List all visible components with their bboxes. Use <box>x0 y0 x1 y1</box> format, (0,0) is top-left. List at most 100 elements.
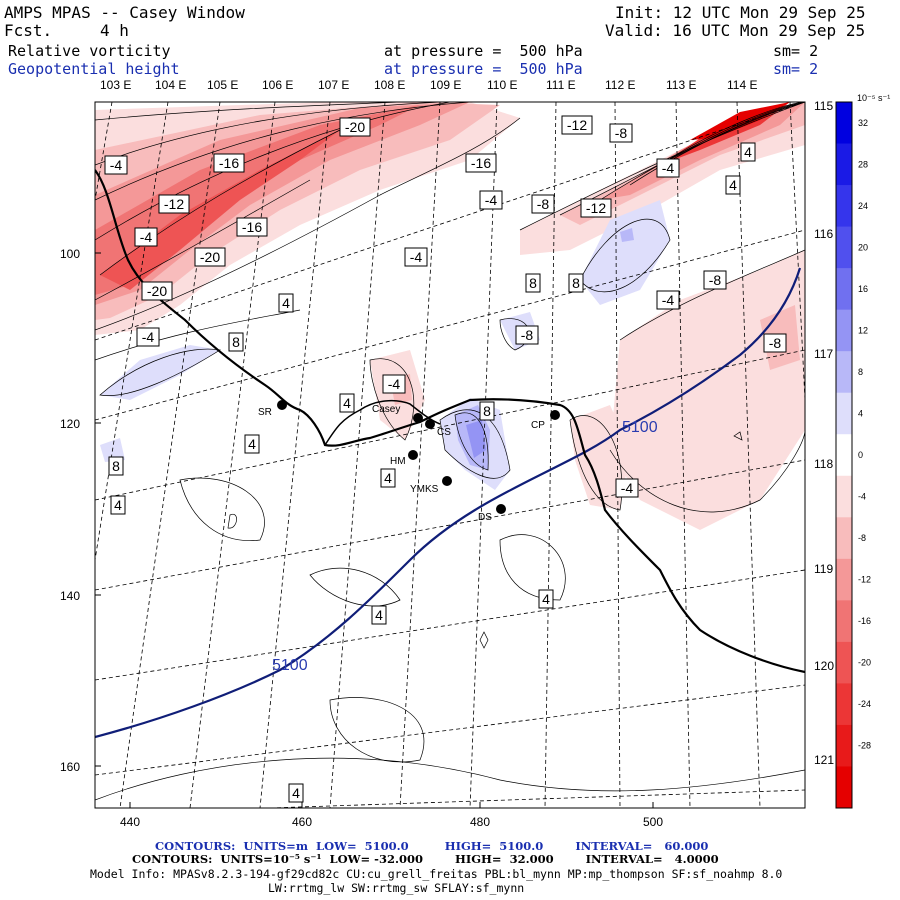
vorticity-label-text: -20 <box>345 119 365 135</box>
field2-name: Geopotential height <box>8 60 180 78</box>
y-axis-label: 160 <box>60 760 80 774</box>
x-axis-label: 480 <box>470 815 490 829</box>
vorticity-label-text: -4 <box>485 192 498 208</box>
colorbar-swatch <box>836 434 852 477</box>
station-dot-sr <box>277 400 287 410</box>
vorticity-contour-label: -12 <box>580 198 612 218</box>
lon-label: 113 E <box>666 78 696 92</box>
vorticity-contour-label: -8 <box>703 270 727 290</box>
vorticity-label-text: -4 <box>388 376 401 392</box>
vorticity-label-text: -4 <box>140 229 153 245</box>
station-dot-hm <box>408 450 418 460</box>
colorbar-tick-label: -4 <box>858 492 866 502</box>
vorticity-label-text: 4 <box>375 607 383 623</box>
bottom-axis-labels: 440 460 480 500 <box>120 815 663 829</box>
vorticity-contour-label: -8 <box>515 325 539 345</box>
lon-label: 110 E <box>487 78 517 92</box>
vorticity-label-text: -4 <box>621 480 634 496</box>
lon-label: 105 E <box>207 78 238 92</box>
vorticity-label-text: 4 <box>384 470 392 486</box>
vorticity-label-text: -12 <box>586 200 606 216</box>
vorticity-label-text: -8 <box>769 335 782 351</box>
lon-label: 106 E <box>262 78 293 92</box>
height-contour-label: 5100 <box>622 419 658 436</box>
colorbar-swatch <box>836 185 852 228</box>
vorticity-label-text: 4 <box>114 497 122 513</box>
plot-area: 5100 5100 SR Casey CS HM YMKS DS CP -20-… <box>95 102 805 808</box>
vorticity-label-text: 8 <box>483 403 491 419</box>
colorbar-swatch <box>836 392 852 435</box>
station-dot-ymks <box>442 476 452 486</box>
field2-smoothing: sm= 2 <box>773 60 819 78</box>
vorticity-label-text: 8 <box>112 458 120 474</box>
x-axis-label: 500 <box>643 815 663 829</box>
plot-frame <box>94 101 806 809</box>
colorbar-swatch <box>836 102 852 145</box>
colorbar-frame <box>835 101 853 809</box>
vorticity-label-text: -4 <box>662 292 675 308</box>
vorticity-contour-label: 4 <box>380 468 396 488</box>
vorticity-colorbar: 10⁻⁵ s⁻¹ 32 28 24 20 16 12 8 4 0 -4 -8 -12 -16 -20 -24… <box>835 93 890 809</box>
vorticity-contour-label: -8 <box>531 194 555 214</box>
y-axis-label: 140 <box>60 589 80 603</box>
valid-time: Valid: 16 UTC Mon 29 Sep 25 <box>605 21 866 40</box>
vorticity-label-text: -8 <box>521 327 534 343</box>
station-label: CP <box>531 420 545 431</box>
vorticity-contour-label: -4 <box>136 327 160 347</box>
station-label: CS <box>437 427 451 438</box>
geopotential-5100-contour <box>95 267 802 739</box>
lon-label: 103 E <box>100 78 131 92</box>
vorticity-contour-label: 4 <box>244 434 260 454</box>
station-labels: SR Casey CS HM YMKS DS CP <box>258 404 545 523</box>
vorticity-contour-label: 4 <box>110 495 126 515</box>
station-label: YMKS <box>410 484 439 495</box>
vorticity-label-text: 4 <box>282 295 290 311</box>
vorticity-contour-label: -4 <box>615 478 639 498</box>
colorbar-unit: 10⁻⁵ s⁻¹ <box>857 93 890 103</box>
vorticity-contour-label: -4 <box>656 290 680 310</box>
colorbar-tick-label: 16 <box>858 284 868 294</box>
vorticity-contour-label: 8 <box>568 273 584 293</box>
field1-smoothing: sm= 2 <box>773 42 819 60</box>
x-axis-label: 440 <box>120 815 140 829</box>
colorbar-swatch <box>836 558 852 601</box>
vorticity-contour-label: -12 <box>561 115 593 135</box>
vorticity-contour-label: 8 <box>108 456 124 476</box>
station-label: SR <box>258 407 272 418</box>
station-label: DS <box>478 512 492 523</box>
colorbar-tick-label: 8 <box>858 367 863 377</box>
vorticity-contour-label: 4 <box>288 783 304 803</box>
vorticity-contour-info: CONTOURS: UNITS=10⁻⁵ s⁻¹ LOW= -32.000 HI… <box>132 852 719 866</box>
colorbar-swatch <box>836 683 852 726</box>
vorticity-label-text: -8 <box>709 272 722 288</box>
colorbar-swatch <box>836 351 852 394</box>
colorbar-tick-label: -20 <box>858 658 871 668</box>
vorticity-label-text: -12 <box>567 117 587 133</box>
colorbar-tick-label: -28 <box>858 741 871 751</box>
height-contour-info: CONTOURS: UNITS=m LOW= 5100.0 HIGH= 5100… <box>155 839 708 853</box>
vorticity-label-text: -16 <box>219 155 239 171</box>
vorticity-contour-label: -16 <box>213 153 245 173</box>
vorticity-label-layer: -20 -12 -8 -4 -16 -4 -12 -8 -12 -16 -16 -4 -4 -4 4 4 -4 -… <box>104 115 787 803</box>
vorticity-contour-label: -20 <box>339 117 371 137</box>
colorbar-tick-label: 28 <box>858 159 868 169</box>
lon-label: 109 E <box>430 78 461 92</box>
vorticity-contour-label: -16 <box>236 217 268 237</box>
lon-label: 112 E <box>605 78 635 92</box>
vorticity-contour-label: -4 <box>656 158 680 178</box>
vorticity-label-text: -8 <box>615 125 628 141</box>
vorticity-label-text: 8 <box>529 275 537 291</box>
vorticity-contour-label: -8 <box>763 333 787 353</box>
left-axis-labels: 100 120 140 160 <box>60 247 80 774</box>
lon-label: 107 E <box>318 78 349 92</box>
colorbar-tick-label: -12 <box>858 575 871 585</box>
colorbar-tick-label: 0 <box>858 450 863 460</box>
vorticity-label-text: 4 <box>744 144 752 160</box>
vorticity-label-text: -12 <box>164 196 184 212</box>
vorticity-contour-label: -8 <box>609 123 633 143</box>
lon-label: 108 E <box>374 78 405 92</box>
colorbar-swatch <box>836 517 852 560</box>
vorticity-label-text: 4 <box>248 436 256 452</box>
vorticity-label-text: -4 <box>142 329 155 345</box>
colorbar-tick-label: -8 <box>858 533 866 543</box>
